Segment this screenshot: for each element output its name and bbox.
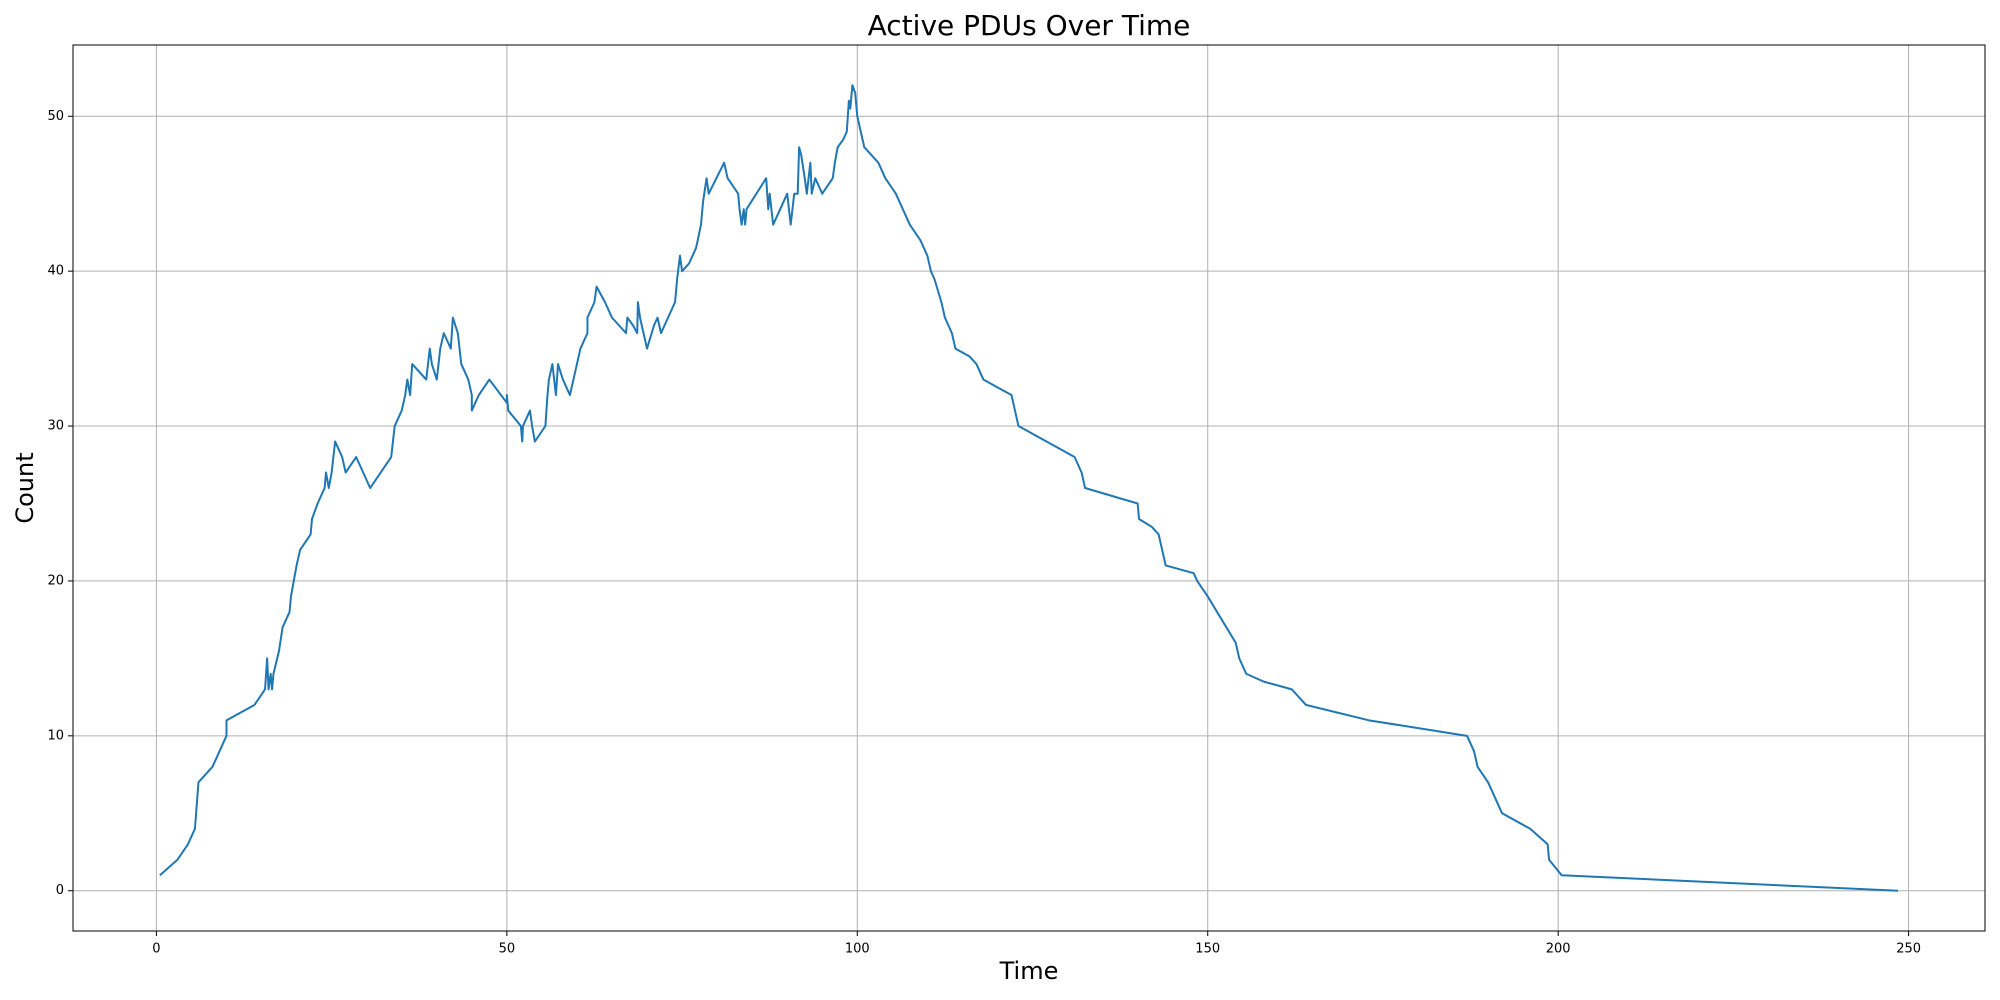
y-tick-label: 50: [47, 109, 64, 124]
y-tick-label: 0: [56, 883, 64, 898]
x-tick-label: 150: [1195, 942, 1220, 957]
chart-title: Active PDUs Over Time: [868, 9, 1191, 42]
y-tick-label: 20: [47, 573, 64, 588]
x-tick-label: 200: [1546, 942, 1571, 957]
x-tick-label: 100: [845, 942, 870, 957]
y-tick-label: 40: [47, 264, 64, 279]
x-tick-label: 250: [1896, 942, 1921, 957]
y-tick-label: 10: [47, 728, 64, 743]
y-axis-label: Count: [11, 452, 39, 523]
data-line: [159, 84, 1899, 892]
x-tick-label: 50: [499, 942, 516, 957]
y-tick-label: 30: [47, 419, 64, 434]
x-axis-label: Time: [999, 957, 1059, 985]
x-tick-label: 0: [152, 942, 160, 957]
plot-frame: [72, 44, 1986, 932]
